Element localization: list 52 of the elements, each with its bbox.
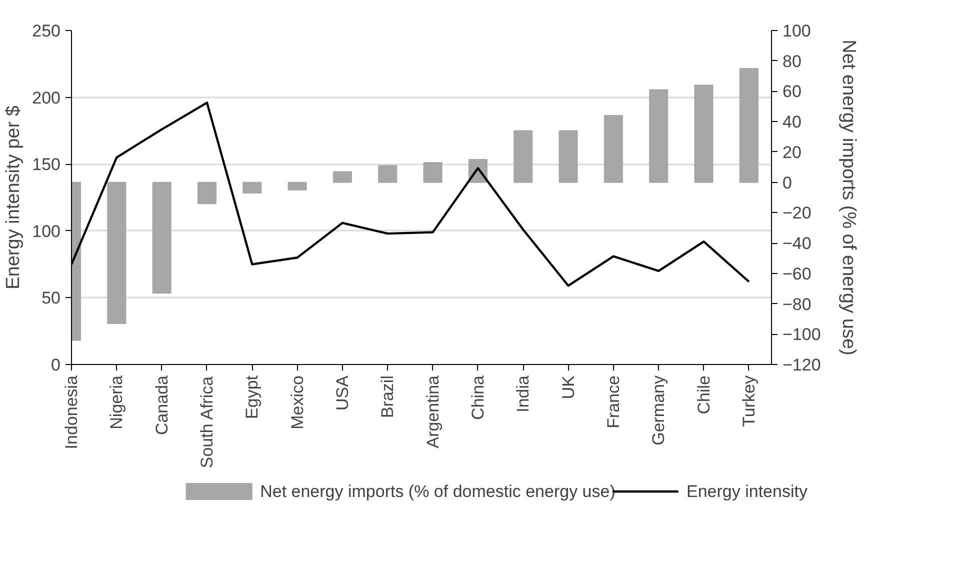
bar [694,84,714,183]
bar [649,89,668,183]
y2-tick-label: −60 [782,264,812,284]
bar [558,130,578,183]
y2-tick-label: −80 [782,294,812,314]
bar [423,162,442,183]
y2-tick-label: 40 [782,112,802,132]
bar [288,182,307,190]
bar [152,182,172,294]
y-tick-label: 200 [32,88,61,108]
x-tick-label: Argentina [423,374,442,448]
bar [242,182,262,194]
y2-tick-label: −20 [782,204,812,223]
y-tick-label: 150 [32,155,61,174]
x-tick-label: China [468,374,488,420]
x-tick-label: Turkey [739,375,758,427]
bar [604,115,623,183]
y2-tick-label: 0 [782,173,792,192]
x-tick-label: India [514,374,533,412]
y2-tick-label: 20 [782,142,802,162]
y2-tick-label: 60 [782,82,802,102]
x-tick-label: Brazil [378,375,398,418]
bar [332,171,352,183]
y2-tick-label: −100 [782,325,821,344]
x-tick-label: USA [332,374,352,410]
x-tick-label: France [604,375,623,428]
y-tick-label: 50 [42,288,61,308]
x-tick-label: Chile [694,375,714,414]
bar [514,130,533,183]
x-tick-label: Mexico [288,375,307,430]
bar [739,68,758,183]
x-tick-label: Nigeria [107,374,126,430]
y-tick-label: 0 [51,356,61,374]
y2-tick-label: −120 [782,356,821,374]
bar [197,182,217,204]
y-tick-label: 100 [32,222,61,241]
bar [378,165,398,183]
legend-label: Energy intensity [686,482,808,501]
x-tick-label: UK [558,374,578,400]
x-tick-label: Indonesia [62,374,81,450]
y2-tick-label: −40 [782,234,812,254]
bar [107,182,126,324]
legend-label: Net energy imports (% of domestic energy use) [260,482,616,501]
x-tick-label: South Africa [197,376,216,468]
y-axis-title: Energy intensity per $ [3,105,24,290]
x-tick-label: Canada [152,374,172,436]
y2-tick-label: 80 [782,52,802,71]
x-tick-label: Germany [649,375,668,446]
y-tick-label: 250 [32,22,61,40]
y2-tick-label: 100 [782,22,811,40]
x-tick-label: Egypt [242,375,262,419]
y2-axis-title: Net energy imports (% of energy use) [838,40,859,356]
